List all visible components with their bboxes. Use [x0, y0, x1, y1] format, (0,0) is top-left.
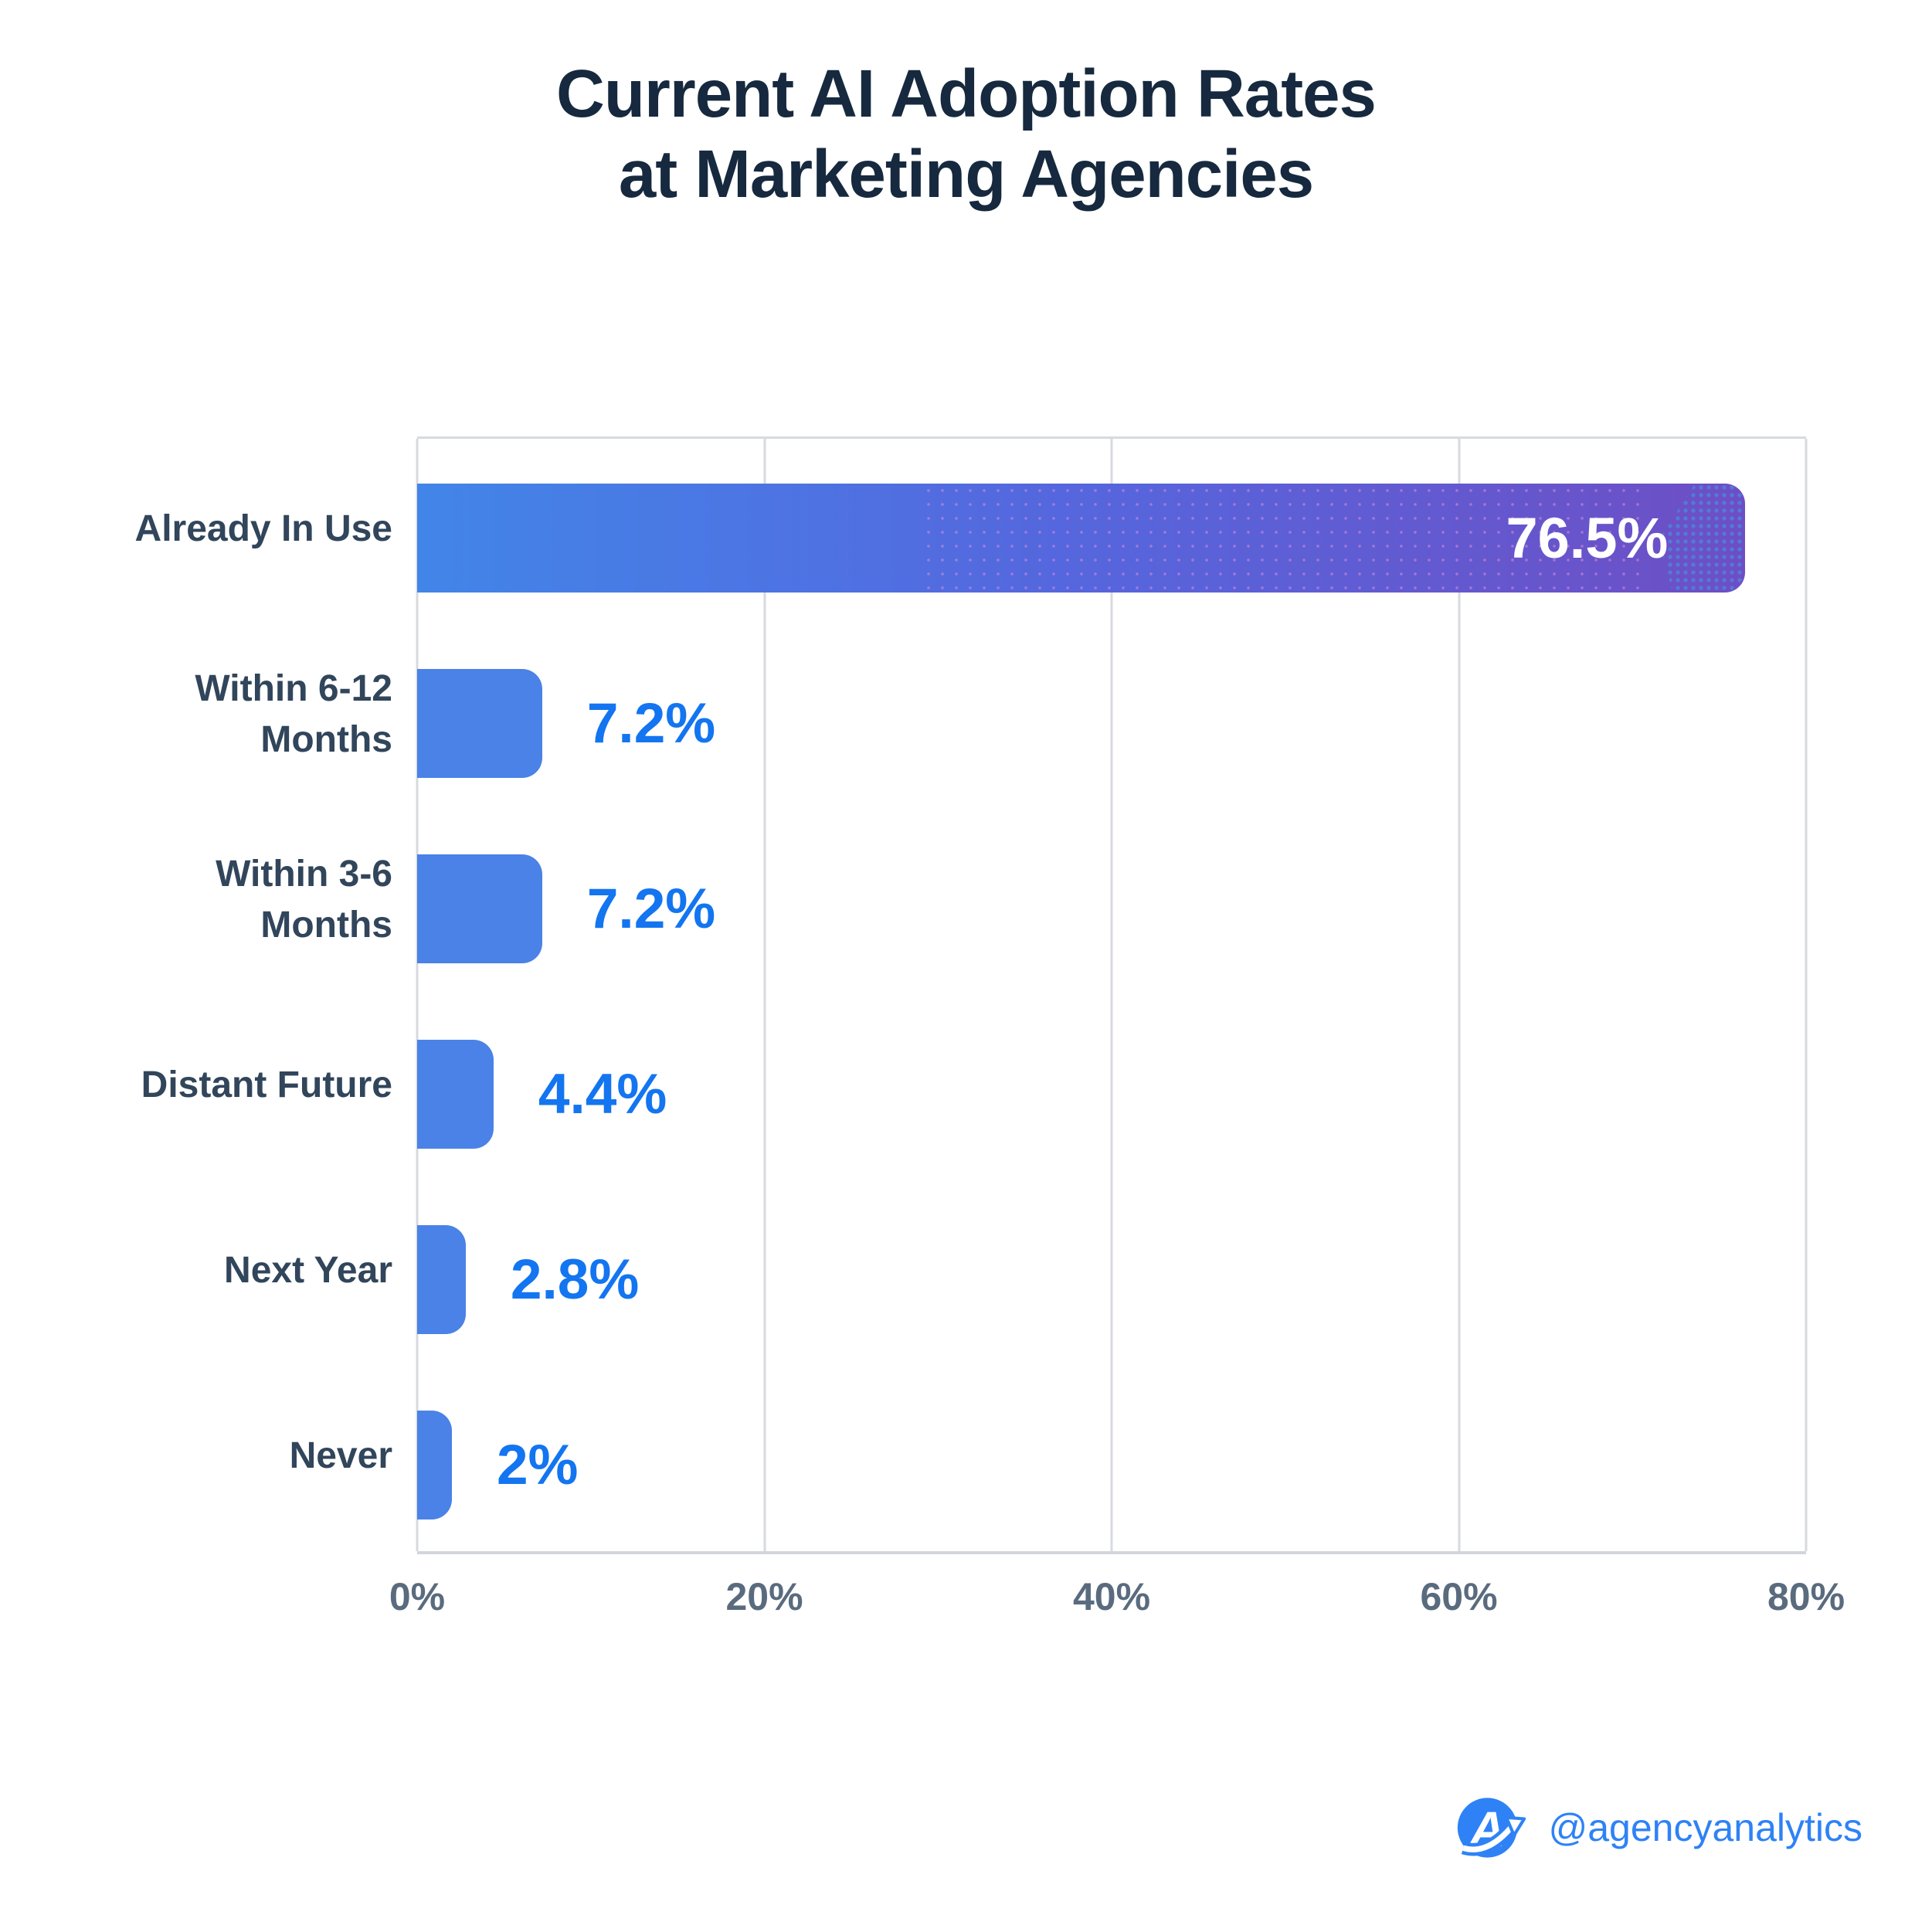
category-label-never: Never — [46, 1363, 392, 1549]
value-label: 7.2% — [586, 691, 716, 755]
category-label-already-in-use: Already In Use — [46, 436, 392, 622]
value-label: 2.8% — [510, 1248, 640, 1311]
value-label: 2% — [496, 1433, 579, 1496]
gridline-80 — [1805, 439, 1808, 1551]
chart-title: Current AI Adoption Rates at Marketing A… — [0, 54, 1932, 216]
agencyanalytics-logo-icon: A — [1458, 1798, 1526, 1858]
category-label-within-6-12-months: Within 6-12 Months — [46, 622, 392, 807]
value-label: 7.2% — [586, 877, 716, 940]
bar-already-in-use: 76.5% — [417, 483, 1746, 593]
x-tick-label-40: 40% — [1072, 1575, 1151, 1618]
x-tick-label-0: 0% — [389, 1575, 446, 1618]
category-label-line: Distant Future — [141, 1064, 392, 1105]
category-label-line: Within 3-6 — [216, 853, 392, 895]
category-label-line: Next Year — [224, 1249, 392, 1291]
x-axis-labels: 0% 20% 40% 60% 80% — [389, 1574, 1845, 1628]
chart-title-line1: Current AI Adoption Rates — [556, 56, 1377, 131]
plot-area: 76.5% 7.2% 7.2% 4.4% 2.8% 2% — [416, 436, 1808, 1554]
gridline-0 — [416, 439, 419, 1551]
category-label-distant-future: Distant Future — [46, 993, 392, 1178]
bar-halftone-texture-faint — [922, 483, 1639, 593]
gridline-20 — [763, 439, 766, 1551]
x-tick-label-80: 80% — [1767, 1575, 1845, 1618]
bar-next-year — [417, 1224, 466, 1334]
chart-title-line2: at Marketing Agencies — [618, 137, 1314, 212]
bar-never — [417, 1410, 452, 1519]
bar-halftone-texture — [1659, 483, 1746, 593]
category-label-line: Within 6-12 — [195, 667, 392, 709]
category-label-line: Already In Use — [134, 508, 392, 549]
category-label-line: Months — [260, 905, 392, 946]
bar-within-6-12-months — [417, 668, 542, 778]
bar-distant-future — [417, 1039, 494, 1149]
value-label: 4.4% — [538, 1062, 667, 1126]
x-tick-label-20: 20% — [725, 1575, 803, 1618]
brand-handle: @agencyanalytics — [1548, 1806, 1862, 1849]
gridline-40 — [1110, 439, 1113, 1551]
category-label-line: Months — [260, 719, 392, 760]
category-label-within-3-6-months: Within 3-6 Months — [46, 807, 392, 993]
x-tick-label-60: 60% — [1420, 1575, 1498, 1618]
category-axis: Already In Use Within 6-12 Months Within 3-… — [46, 436, 392, 1549]
value-label-inside: 76.5% — [1506, 505, 1669, 570]
brand-footer: A @agencyanalytics — [1457, 1794, 1862, 1862]
gridline-60 — [1458, 439, 1460, 1551]
category-label-next-year: Next Year — [46, 1178, 392, 1363]
bar-within-3-6-months — [417, 854, 542, 963]
category-label-line: Never — [289, 1435, 392, 1476]
